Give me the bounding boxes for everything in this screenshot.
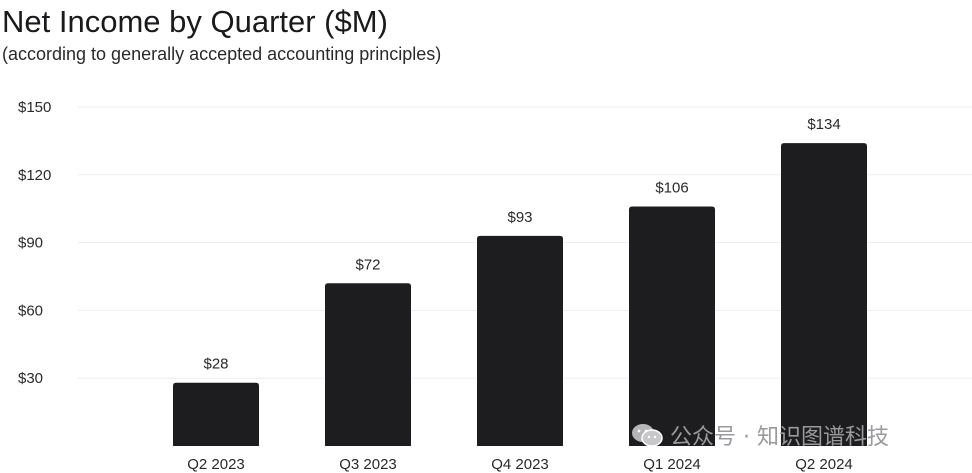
watermark: 公众号 · 知识图谱科技 [630, 420, 889, 450]
chart-subtitle: (according to generally accepted account… [2, 44, 442, 64]
watermark-text: 公众号 · 知识图谱科技 [670, 425, 889, 450]
bar [629, 206, 715, 446]
bar [781, 143, 867, 446]
bar [477, 235, 563, 446]
bars [173, 143, 867, 446]
y-tick-label: $90 [18, 235, 43, 252]
x-tick-label: Q1 2024 [643, 456, 701, 473]
bar-value-label: $93 [507, 209, 532, 226]
x-tick-label: Q3 2023 [339, 456, 397, 473]
x-tick-label: Q2 2024 [795, 456, 853, 473]
bar [173, 382, 259, 446]
x-tick-label: Q4 2023 [491, 456, 549, 473]
bar-value-label: $134 [807, 116, 840, 133]
y-tick-label: $30 [18, 370, 43, 387]
bar-value-label: $106 [655, 179, 688, 196]
chart-title: Net Income by Quarter ($M) [2, 4, 388, 39]
bar-value-label: $28 [203, 356, 228, 373]
x-axis-ticks: Q2 2023 Q3 2023 Q4 2023 Q1 2024 Q2 2024 [187, 456, 853, 473]
y-axis-ticks: $30 $60 $90 $120 $150 [18, 99, 51, 387]
y-tick-label: $150 [18, 99, 51, 116]
y-tick-label: $60 [18, 302, 43, 319]
bar [325, 283, 411, 446]
data-labels: $28 $72 $93 $106 $134 [203, 116, 840, 373]
bar-value-label: $72 [355, 256, 380, 273]
wechat-icon [632, 424, 663, 447]
y-tick-label: $120 [18, 167, 51, 184]
x-tick-label: Q2 2023 [187, 456, 245, 473]
